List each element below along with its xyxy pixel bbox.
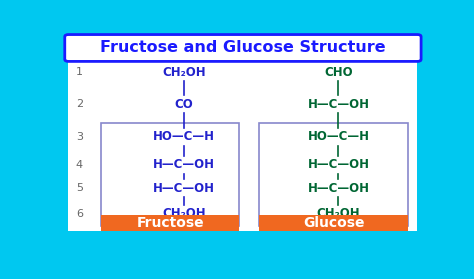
Bar <box>259 215 408 231</box>
Text: HO—C—H: HO—C—H <box>153 130 215 143</box>
Text: H—C—OH: H—C—OH <box>153 182 215 195</box>
Text: 1: 1 <box>76 67 83 77</box>
Bar <box>101 215 239 231</box>
Text: CH₂OH: CH₂OH <box>162 208 206 220</box>
Bar <box>68 55 418 231</box>
Text: H—C—OH: H—C—OH <box>153 158 215 171</box>
Text: 4: 4 <box>76 160 83 170</box>
Bar <box>259 123 408 226</box>
Text: 6: 6 <box>76 209 83 219</box>
FancyBboxPatch shape <box>65 35 421 61</box>
Text: H—C—OH: H—C—OH <box>308 158 369 171</box>
Text: CHO: CHO <box>324 66 353 79</box>
Text: Fructose and Glucose Structure: Fructose and Glucose Structure <box>100 40 386 55</box>
Text: Fructose: Fructose <box>137 216 204 230</box>
Text: CH₂OH: CH₂OH <box>162 66 206 79</box>
Text: Glucose: Glucose <box>303 216 365 230</box>
Text: 3: 3 <box>76 132 83 142</box>
Text: CH₂OH: CH₂OH <box>317 208 360 220</box>
Text: CO: CO <box>175 98 193 111</box>
Text: H—C—OH: H—C—OH <box>308 182 369 195</box>
Bar <box>101 123 239 226</box>
Text: HO—C—H: HO—C—H <box>308 130 369 143</box>
Text: 2: 2 <box>76 99 83 109</box>
Text: 5: 5 <box>76 183 83 193</box>
Text: H—C—OH: H—C—OH <box>308 98 369 111</box>
